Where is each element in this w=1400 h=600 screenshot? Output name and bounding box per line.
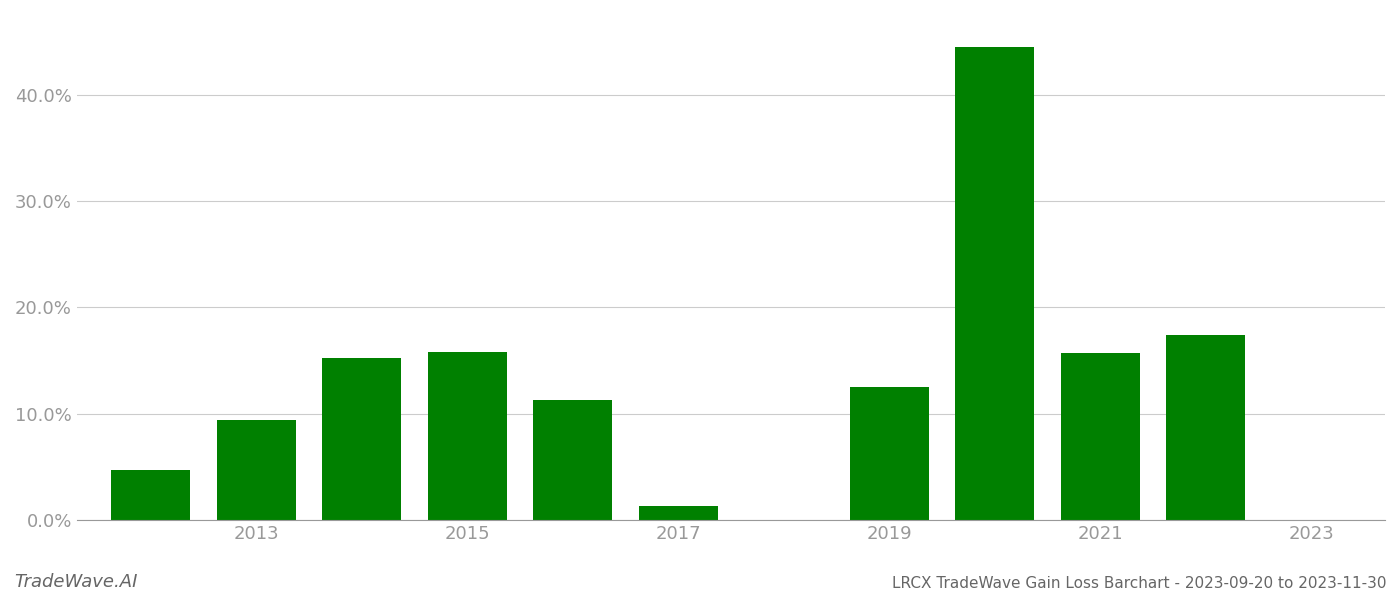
Bar	[638, 506, 718, 520]
Bar	[111, 470, 190, 520]
Bar	[427, 352, 507, 520]
Bar	[850, 387, 928, 520]
Bar	[1166, 335, 1245, 520]
Bar	[955, 47, 1035, 520]
Text: TradeWave.AI: TradeWave.AI	[14, 573, 137, 591]
Bar	[322, 358, 402, 520]
Bar	[533, 400, 612, 520]
Bar	[217, 420, 295, 520]
Bar	[1061, 353, 1140, 520]
Text: LRCX TradeWave Gain Loss Barchart - 2023-09-20 to 2023-11-30: LRCX TradeWave Gain Loss Barchart - 2023…	[892, 576, 1386, 591]
